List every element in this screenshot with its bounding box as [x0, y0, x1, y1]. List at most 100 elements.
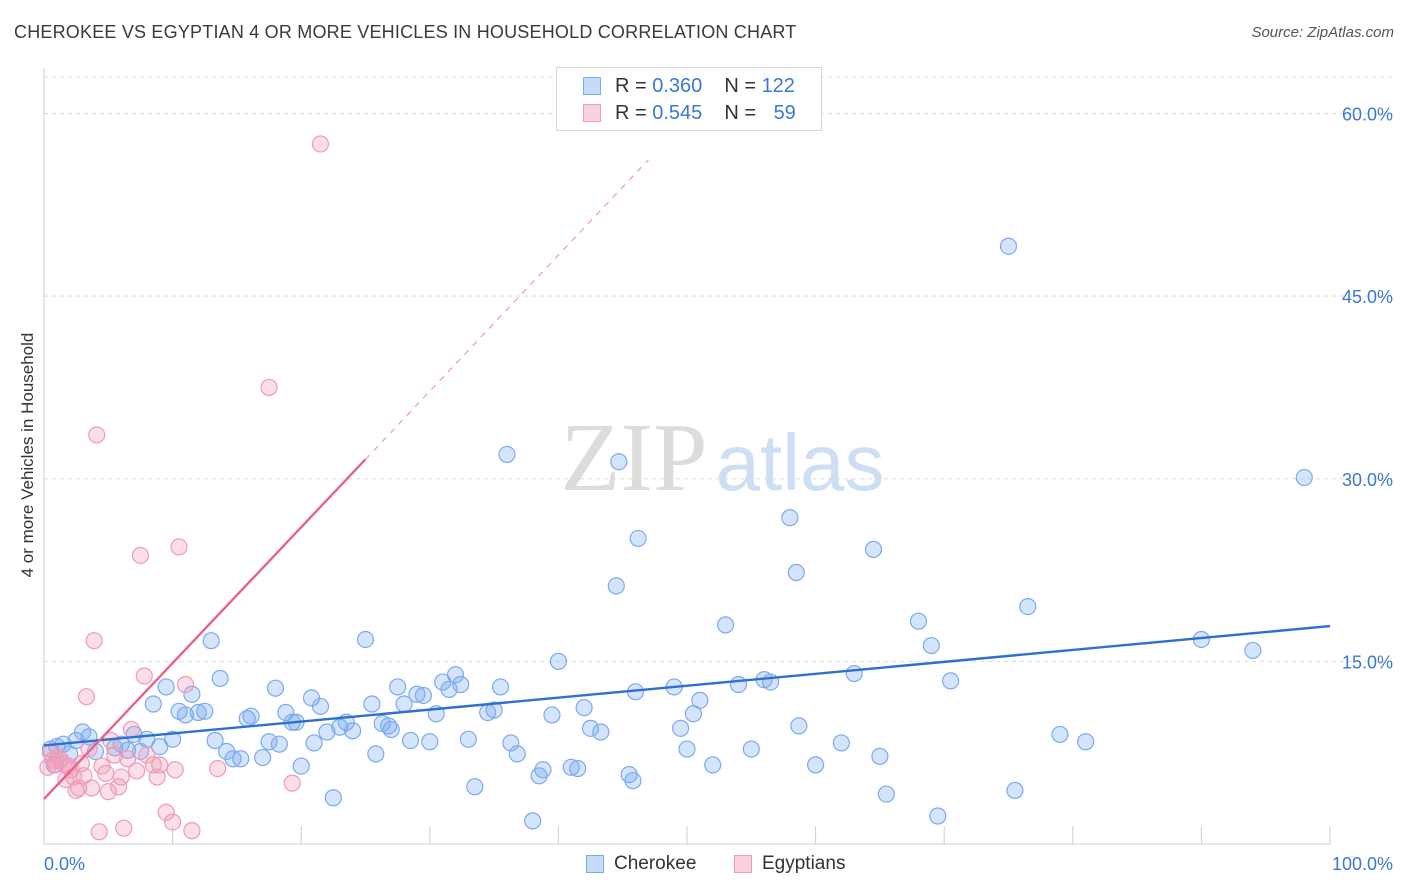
- point-egyptians: [157, 803, 175, 821]
- point-cherokee: [485, 701, 503, 719]
- watermark: ZIP atlas: [561, 404, 885, 512]
- point-cherokee: [678, 740, 696, 758]
- point-cherokee: [324, 789, 342, 807]
- point-egyptians: [164, 813, 182, 831]
- watermark-atlas: atlas: [716, 418, 885, 507]
- point-cherokee: [466, 778, 484, 796]
- point-cherokee: [491, 678, 510, 696]
- n-label: N =: [724, 101, 756, 124]
- point-egyptians: [82, 779, 101, 797]
- point-cherokee: [266, 679, 285, 697]
- point-egyptians: [138, 746, 156, 764]
- point-cherokee: [292, 757, 310, 775]
- x-tick-label-min: 0.0%: [44, 854, 85, 874]
- point-cherokee: [781, 509, 799, 527]
- point-cherokee: [549, 652, 568, 670]
- trend-extension-egyptians: [365, 159, 649, 460]
- egyptians-legend-label: Egyptians: [762, 853, 846, 874]
- point-egyptians: [80, 740, 98, 758]
- stats-legend: R = 0.360 N = 122 R = 0.545 N = 59: [556, 67, 822, 131]
- point-egyptians: [115, 819, 133, 837]
- point-cherokee: [729, 675, 748, 694]
- point-cherokee: [446, 666, 465, 684]
- point-egyptians: [311, 135, 330, 153]
- trend-lines: [43, 159, 1331, 800]
- point-cherokee: [1019, 597, 1037, 616]
- point-cherokee: [832, 734, 850, 752]
- point-cherokee: [999, 237, 1018, 255]
- point-egyptians: [75, 767, 93, 785]
- point-cherokee: [344, 722, 362, 740]
- point-cherokee: [363, 695, 381, 713]
- point-cherokee: [164, 730, 182, 748]
- point-egyptians: [90, 823, 108, 841]
- point-egyptians: [135, 667, 153, 685]
- stats-row-egyptians: R = 0.545 N = 59: [583, 100, 796, 126]
- point-cherokee: [189, 703, 207, 722]
- point-egyptians: [183, 822, 201, 840]
- stats-row-cherokee: R = 0.360 N = 122: [583, 73, 795, 99]
- point-cherokee: [575, 699, 593, 717]
- point-cherokee: [942, 672, 960, 690]
- point-cherokee: [787, 563, 805, 582]
- point-cherokee: [864, 540, 883, 558]
- point-cherokee: [607, 577, 625, 595]
- point-cherokee: [151, 738, 169, 756]
- point-egyptians: [118, 750, 137, 768]
- point-cherokee: [592, 723, 610, 741]
- point-cherokee: [909, 612, 928, 630]
- source-label: Source: ZipAtlas.com: [1251, 24, 1394, 41]
- point-cherokee: [408, 685, 426, 703]
- tick-labels: 15.0% 30.0% 45.0% 60.0% 0.0% 100.0%: [44, 105, 1393, 874]
- axes: [43, 68, 1331, 845]
- point-cherokee: [624, 772, 642, 790]
- trend-line-egyptians: [43, 458, 367, 800]
- cherokee-legend-swatch: [586, 855, 604, 873]
- point-egyptians: [77, 688, 96, 706]
- legend-item-cherokee: Cherokee: [586, 852, 696, 876]
- watermark-zip: ZIP: [561, 404, 708, 512]
- point-cherokee: [543, 706, 561, 724]
- r-label: R =: [615, 74, 647, 97]
- point-cherokee: [157, 678, 175, 696]
- point-cherokee: [790, 717, 808, 735]
- point-cherokee: [716, 616, 735, 634]
- point-cherokee: [112, 735, 130, 753]
- r-label: R =: [615, 101, 647, 124]
- point-cherokee: [1295, 468, 1313, 487]
- egyptians-legend-swatch: [734, 855, 752, 873]
- r-value: 0.545: [652, 101, 703, 124]
- point-cherokee: [742, 740, 760, 758]
- point-egyptians: [85, 632, 103, 650]
- point-egyptians: [99, 783, 117, 801]
- point-egyptians: [176, 675, 195, 694]
- point-cherokee: [704, 756, 722, 774]
- point-cherokee: [202, 632, 220, 650]
- point-egyptians: [88, 426, 106, 444]
- point-cherokee: [569, 759, 587, 778]
- point-egyptians: [283, 774, 301, 792]
- point-egyptians: [131, 546, 150, 565]
- trend-line-cherokee: [43, 624, 1331, 747]
- point-cherokee: [270, 735, 288, 753]
- point-cherokee: [1006, 781, 1024, 800]
- point-cherokee: [629, 529, 647, 548]
- grid-lines: [44, 76, 1394, 662]
- point-cherokee: [610, 453, 628, 471]
- point-cherokee: [242, 707, 260, 725]
- y-tick-label: 15.0%: [1342, 652, 1393, 672]
- point-egyptians: [97, 764, 115, 782]
- point-cherokee: [691, 691, 709, 709]
- point-cherokee: [401, 731, 420, 750]
- point-cherokee: [414, 686, 432, 705]
- point-egyptians: [166, 761, 184, 779]
- point-cherokee: [232, 750, 250, 768]
- point-cherokee: [421, 733, 439, 751]
- point-egyptians: [109, 778, 128, 796]
- point-cherokee: [508, 745, 526, 763]
- cherokee-swatch: [583, 77, 601, 95]
- x-tick-label-max: 100.0%: [1332, 854, 1393, 874]
- point-cherokee: [382, 720, 400, 739]
- point-cherokee: [1077, 733, 1095, 751]
- point-cherokee: [929, 807, 947, 825]
